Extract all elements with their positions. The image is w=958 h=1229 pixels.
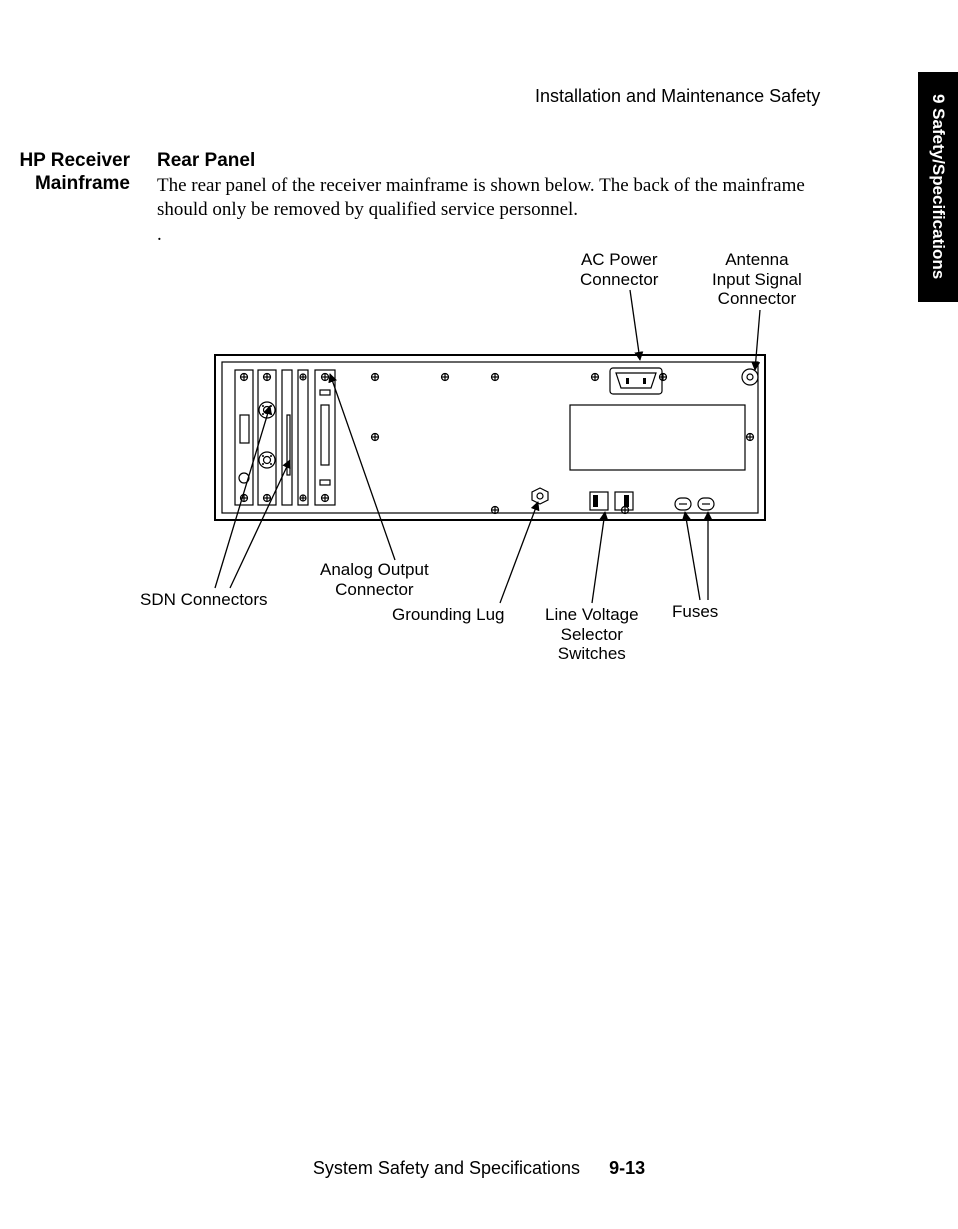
label-ac-power: AC PowerConnector (580, 250, 658, 289)
margin-title-line2: Mainframe (0, 173, 130, 195)
footer-text: System Safety and Specifications (313, 1158, 580, 1178)
chapter-tab-text: 9 Safety/Specifications (928, 94, 948, 279)
grounding-lug-icon (532, 488, 548, 504)
margin-title-line1: HP Receiver (0, 150, 130, 172)
antenna-input-icon (742, 369, 758, 385)
chapter-tab: 9 Safety/Specifications (918, 72, 958, 302)
page-footer: System Safety and Specifications 9-13 (0, 1158, 958, 1179)
label-fuses: Fuses (672, 602, 718, 622)
label-voltage: Line VoltageSelectorSwitches (545, 605, 639, 664)
label-antenna: AntennaInput SignalConnector (712, 250, 802, 309)
ac-power-icon (610, 368, 662, 394)
label-sdn: SDN Connectors (140, 590, 268, 610)
label-analog: Analog OutputConnector (320, 560, 429, 599)
rear-panel-diagram: AC PowerConnector AntennaInput SignalCon… (150, 230, 885, 660)
running-header: Installation and Maintenance Safety (535, 86, 820, 107)
section-heading: Rear Panel (157, 150, 255, 172)
body-paragraph: The rear panel of the receiver mainframe… (157, 174, 857, 223)
fuses-icon (675, 498, 714, 510)
screws (372, 374, 754, 514)
footer-page-number: 9-13 (609, 1158, 645, 1178)
label-ground: Grounding Lug (392, 605, 504, 625)
